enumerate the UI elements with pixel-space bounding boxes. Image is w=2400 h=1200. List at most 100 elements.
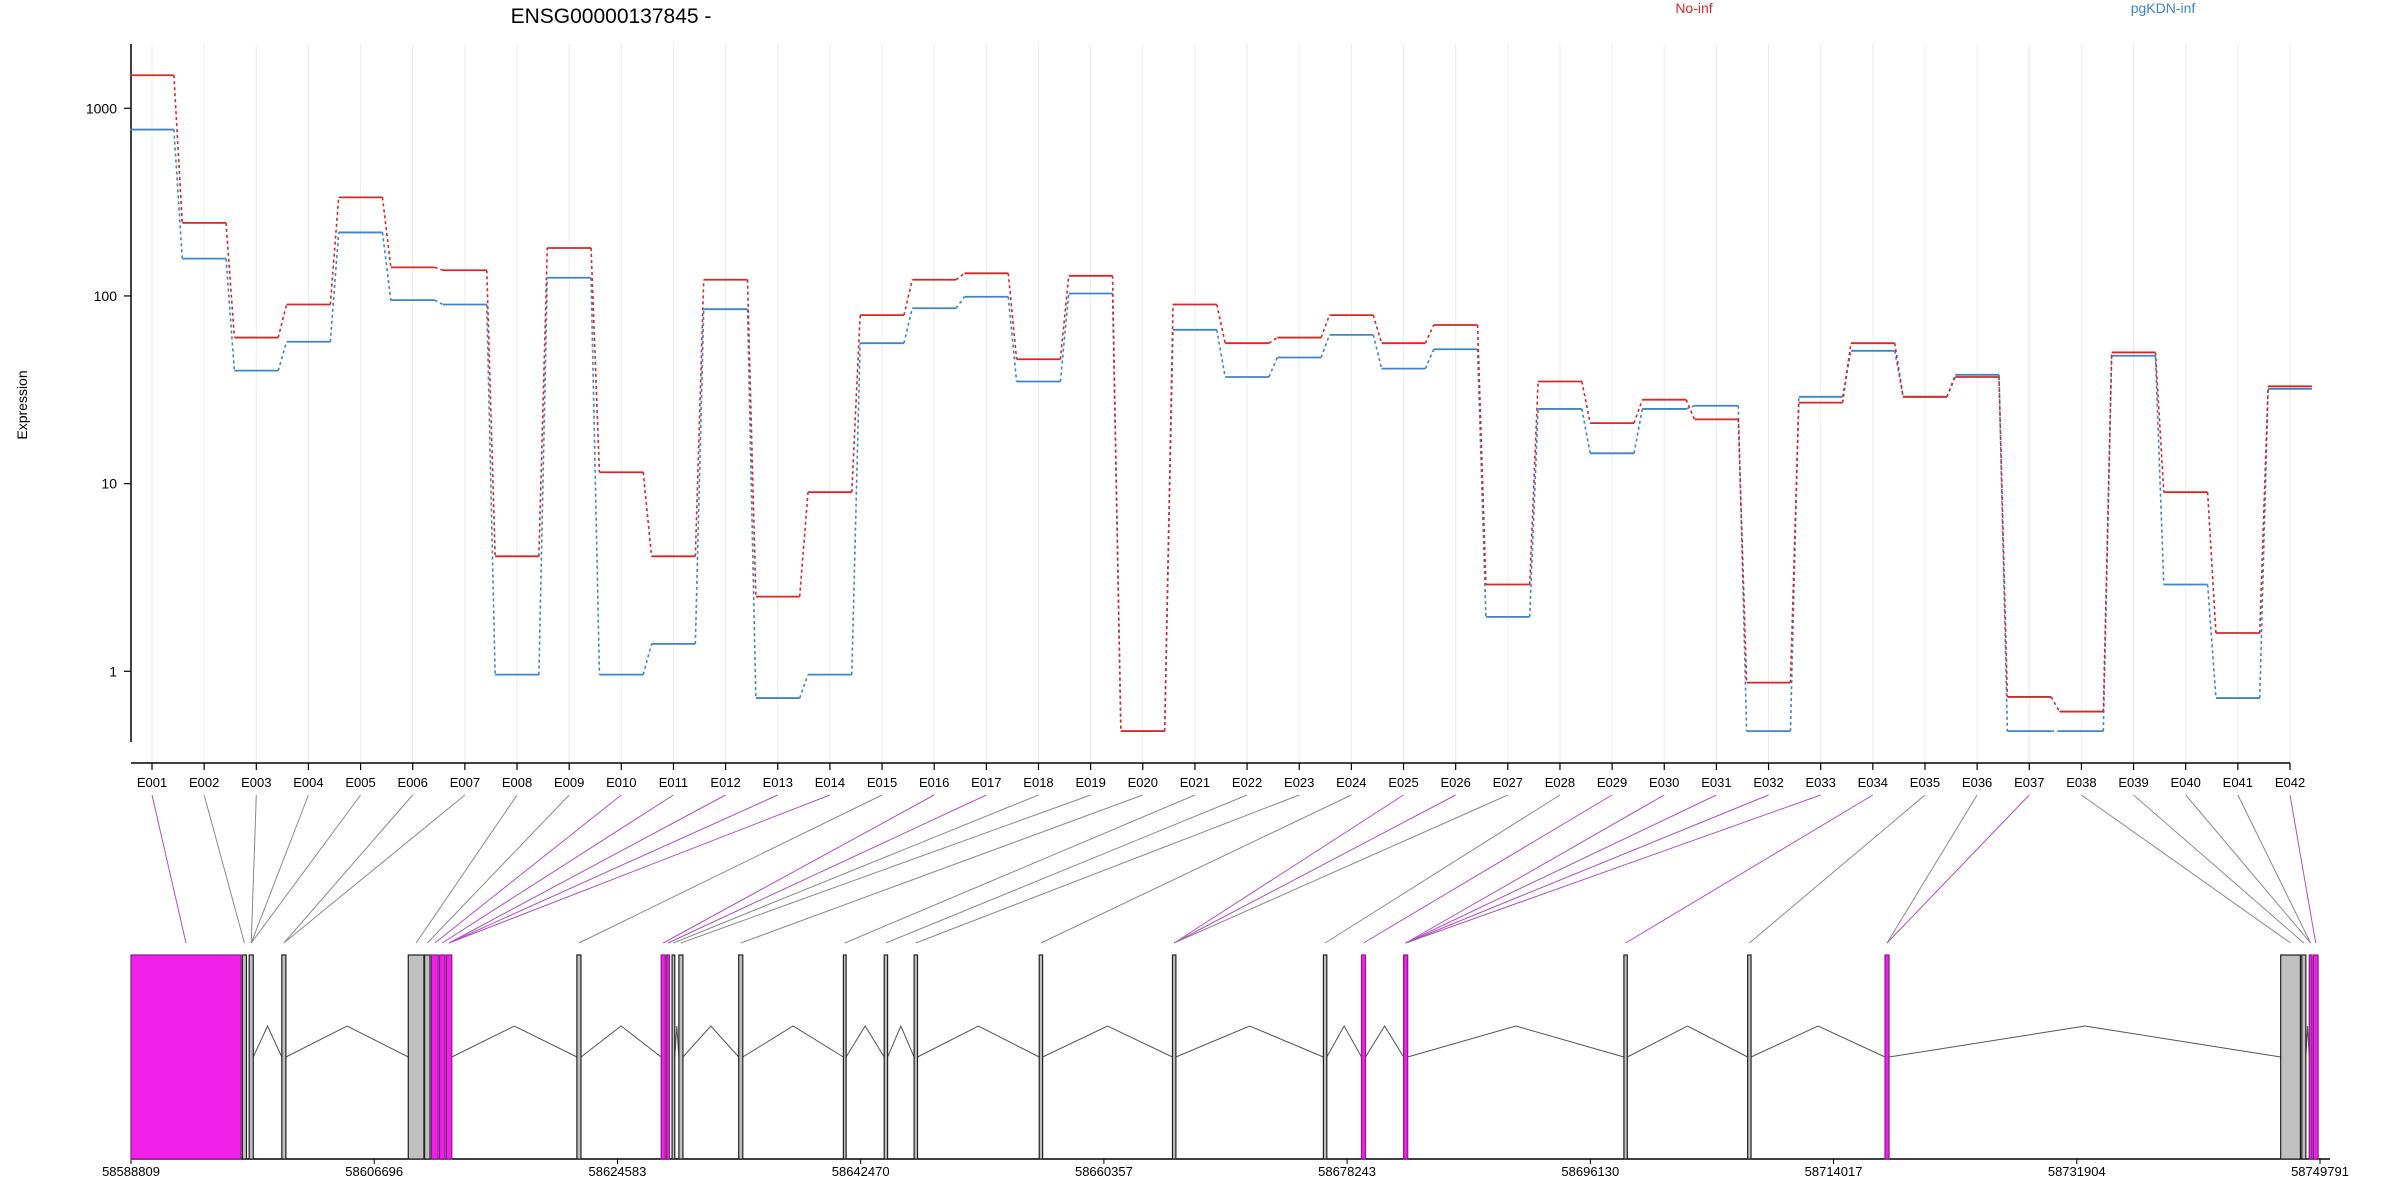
bin-connectors [151, 794, 2317, 944]
series-connector [903, 308, 914, 344]
genome-tick-label: 58696130 [1561, 1164, 1619, 1179]
series-connector [173, 75, 184, 223]
series-connector [1581, 381, 1591, 424]
series-connector [1685, 404, 1695, 410]
series-lines [130, 74, 2312, 733]
exon [883, 954, 889, 1160]
connector-E017 [667, 794, 987, 944]
connector-E027 [1173, 794, 1509, 944]
series-connector [1946, 376, 1956, 398]
x-tick-label: E041 [2223, 775, 2253, 790]
connector-E028 [1324, 794, 1561, 944]
series-connector [1320, 314, 1331, 338]
connector-E025 [1173, 794, 1404, 944]
y-tick-label: 100 [94, 288, 118, 304]
series-connector [1372, 314, 1383, 344]
y-tick-label: 1 [109, 663, 117, 679]
connector-E036 [1886, 794, 1978, 944]
y-axis-label: Expression [14, 370, 30, 439]
intron-line [887, 1024, 915, 1058]
exon-highlighted [445, 954, 453, 1160]
gene-model: 58588809 58606696 58624583 58642470 58660357… [102, 954, 2349, 1179]
y-tick-label: 1000 [86, 100, 117, 116]
x-tick-label: E005 [345, 775, 375, 790]
connector-E019 [680, 794, 1091, 944]
series-connector [2154, 355, 2165, 585]
x-tick-label: E029 [1597, 775, 1627, 790]
connector-E024 [1040, 794, 1352, 944]
series-connector [1633, 399, 1644, 424]
intron-line [1175, 1025, 1324, 1058]
connector-E022 [885, 794, 1248, 944]
intron-line [1750, 1025, 1886, 1058]
x-tick-label: E031 [1701, 775, 1731, 790]
y-tick-label: 10 [101, 476, 117, 492]
intron-line [1407, 1025, 1625, 1058]
connector-E029 [1363, 794, 1613, 944]
series-connector [798, 674, 809, 699]
x-tick-label: E002 [189, 775, 219, 790]
connector-E010 [434, 794, 622, 944]
series-connector [1216, 329, 1226, 378]
intron-line [252, 1024, 283, 1058]
series-connector [2206, 492, 2217, 634]
connector-E041 [2237, 794, 2312, 944]
x-tick-label: E039 [2118, 775, 2148, 790]
x-tick-label: E013 [763, 775, 793, 790]
connector-E039 [2133, 794, 2305, 944]
series-connector [1789, 402, 1800, 683]
connector-E009 [426, 794, 570, 944]
genome-tick-label: 58624583 [589, 1164, 647, 1179]
exon [1747, 954, 1752, 1160]
axes [130, 44, 2290, 764]
genome-tick-label: 58678243 [1318, 1164, 1376, 1179]
x-tick-label: E033 [1805, 775, 1835, 790]
series-connector [485, 304, 496, 675]
series-connector [2050, 696, 2061, 712]
intron-line [1888, 1025, 2281, 1058]
genome-tick-label: 58642470 [832, 1164, 890, 1179]
series-connector [1528, 408, 1539, 617]
connector-E014 [448, 794, 831, 944]
x-tick-label: E021 [1180, 775, 1210, 790]
x-tick-label: E030 [1649, 775, 1679, 790]
genome-tick-label: 58588809 [102, 1164, 160, 1179]
exon [576, 954, 582, 1160]
x-tick-label: E009 [554, 775, 584, 790]
series-connector [694, 309, 705, 644]
exon [407, 954, 425, 1160]
series-connector [1841, 343, 1852, 403]
x-tick-label: E008 [502, 775, 532, 790]
genome-tick-label: 58714017 [1805, 1164, 1863, 1179]
series-connector [2206, 584, 2217, 699]
connector-E002 [203, 794, 245, 944]
connector-E033 [1405, 794, 1821, 944]
series-connector [1633, 408, 1644, 454]
x-tick-label: E027 [1493, 775, 1523, 790]
series-connector [1893, 350, 1904, 397]
series-connector [2154, 352, 2165, 493]
series-connector [1268, 336, 1278, 344]
intron-line [682, 1025, 740, 1058]
x-tick-label: E004 [293, 775, 323, 790]
intron-line [285, 1025, 409, 1058]
intron-line [845, 1025, 885, 1058]
x-tick-label: E007 [450, 775, 480, 790]
connector-E035 [1749, 794, 1926, 944]
series-connector [642, 643, 653, 675]
exon-highlighted [660, 954, 666, 1160]
connector-E031 [1405, 794, 1717, 944]
series-connector [538, 277, 549, 675]
series-connector [277, 341, 288, 371]
series-connector [1737, 419, 1748, 683]
x-tick-label: E024 [1336, 775, 1366, 790]
connector-E001 [151, 794, 187, 944]
x-tick-label: E042 [2275, 775, 2305, 790]
exon [2301, 954, 2307, 1160]
series-connector [1007, 273, 1018, 360]
x-tick-label: E025 [1388, 775, 1418, 790]
x-tick-label: E035 [1910, 775, 1940, 790]
genome-tick-label: 58749791 [2291, 1164, 2349, 1179]
series-pgkdn-inf [130, 128, 2312, 733]
